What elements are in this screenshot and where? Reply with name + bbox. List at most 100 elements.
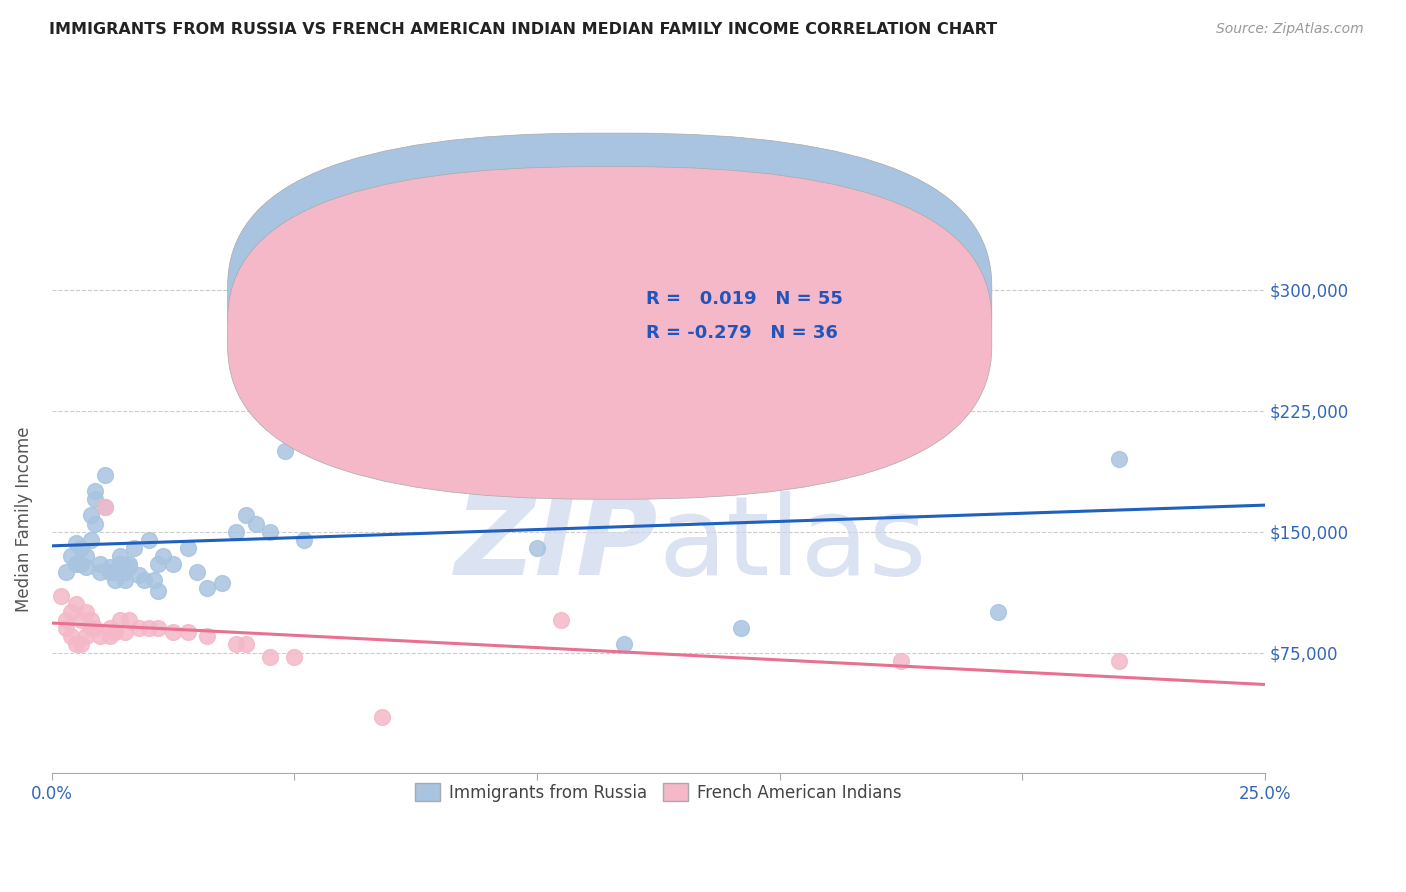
Text: atlas: atlas — [658, 491, 927, 599]
Point — [186, 565, 208, 579]
Point — [98, 621, 121, 635]
Point — [94, 468, 117, 483]
Point — [70, 541, 93, 555]
Point — [60, 549, 83, 563]
Point — [526, 541, 548, 555]
Point — [98, 565, 121, 579]
Point — [55, 613, 77, 627]
Point — [152, 549, 174, 563]
Text: R =   0.019   N = 55: R = 0.019 N = 55 — [647, 290, 844, 308]
Point — [89, 557, 111, 571]
Point — [65, 637, 87, 651]
Point — [890, 654, 912, 668]
Point — [70, 557, 93, 571]
Point — [98, 629, 121, 643]
Point — [342, 315, 364, 329]
Point — [70, 637, 93, 651]
Point — [94, 500, 117, 515]
Point — [65, 597, 87, 611]
FancyBboxPatch shape — [228, 167, 991, 500]
Point — [1108, 654, 1130, 668]
Text: Source: ZipAtlas.com: Source: ZipAtlas.com — [1216, 22, 1364, 37]
Point — [148, 557, 170, 571]
Point — [128, 568, 150, 582]
Point — [195, 629, 218, 643]
Point — [84, 484, 107, 499]
Point — [235, 508, 257, 523]
Point — [283, 650, 305, 665]
Point — [60, 629, 83, 643]
Point — [79, 613, 101, 627]
Point — [75, 560, 97, 574]
Point — [118, 613, 141, 627]
Point — [148, 621, 170, 635]
Y-axis label: Median Family Income: Median Family Income — [15, 426, 32, 612]
Point — [65, 557, 87, 571]
Point — [132, 573, 155, 587]
Point — [104, 624, 127, 639]
Point — [987, 605, 1010, 619]
Point — [65, 536, 87, 550]
Point — [70, 613, 93, 627]
Point — [75, 629, 97, 643]
Point — [176, 624, 198, 639]
Text: R = -0.279   N = 36: R = -0.279 N = 36 — [647, 324, 838, 342]
Point — [322, 323, 344, 337]
Point — [162, 624, 184, 639]
Text: IMMIGRANTS FROM RUSSIA VS FRENCH AMERICAN INDIAN MEDIAN FAMILY INCOME CORRELATIO: IMMIGRANTS FROM RUSSIA VS FRENCH AMERICA… — [49, 22, 997, 37]
Point — [730, 621, 752, 635]
Point — [162, 557, 184, 571]
Point — [613, 637, 636, 651]
Point — [118, 557, 141, 571]
Point — [550, 613, 572, 627]
Point — [84, 621, 107, 635]
Point — [108, 557, 131, 571]
Point — [195, 581, 218, 595]
Point — [104, 565, 127, 579]
Point — [292, 533, 315, 547]
Point — [84, 516, 107, 531]
Point — [128, 621, 150, 635]
Point — [79, 533, 101, 547]
Point — [84, 492, 107, 507]
Point — [138, 621, 160, 635]
Point — [75, 605, 97, 619]
Point — [51, 589, 73, 603]
Text: ZIP: ZIP — [454, 491, 658, 599]
FancyBboxPatch shape — [228, 133, 991, 466]
Point — [89, 629, 111, 643]
Point — [114, 565, 136, 579]
Point — [114, 573, 136, 587]
Point — [259, 650, 281, 665]
Point — [245, 516, 267, 531]
Point — [138, 533, 160, 547]
Point — [75, 549, 97, 563]
Point — [142, 573, 165, 587]
FancyBboxPatch shape — [561, 273, 938, 357]
Point — [273, 444, 295, 458]
Legend: Immigrants from Russia, French American Indians: Immigrants from Russia, French American … — [409, 777, 908, 808]
Point — [79, 508, 101, 523]
Point — [114, 624, 136, 639]
Point — [60, 605, 83, 619]
Point — [211, 576, 233, 591]
Point — [122, 541, 145, 555]
Point — [176, 541, 198, 555]
Point — [89, 565, 111, 579]
Point — [1108, 452, 1130, 467]
Point — [225, 524, 247, 539]
Point — [389, 444, 412, 458]
Point — [79, 621, 101, 635]
Point — [94, 500, 117, 515]
Point — [235, 637, 257, 651]
Point — [55, 621, 77, 635]
Point — [55, 565, 77, 579]
Point — [108, 613, 131, 627]
Point — [225, 637, 247, 651]
Point — [104, 573, 127, 587]
Point — [118, 560, 141, 574]
Point — [108, 549, 131, 563]
Point — [370, 710, 392, 724]
Point — [148, 584, 170, 599]
Point — [259, 524, 281, 539]
